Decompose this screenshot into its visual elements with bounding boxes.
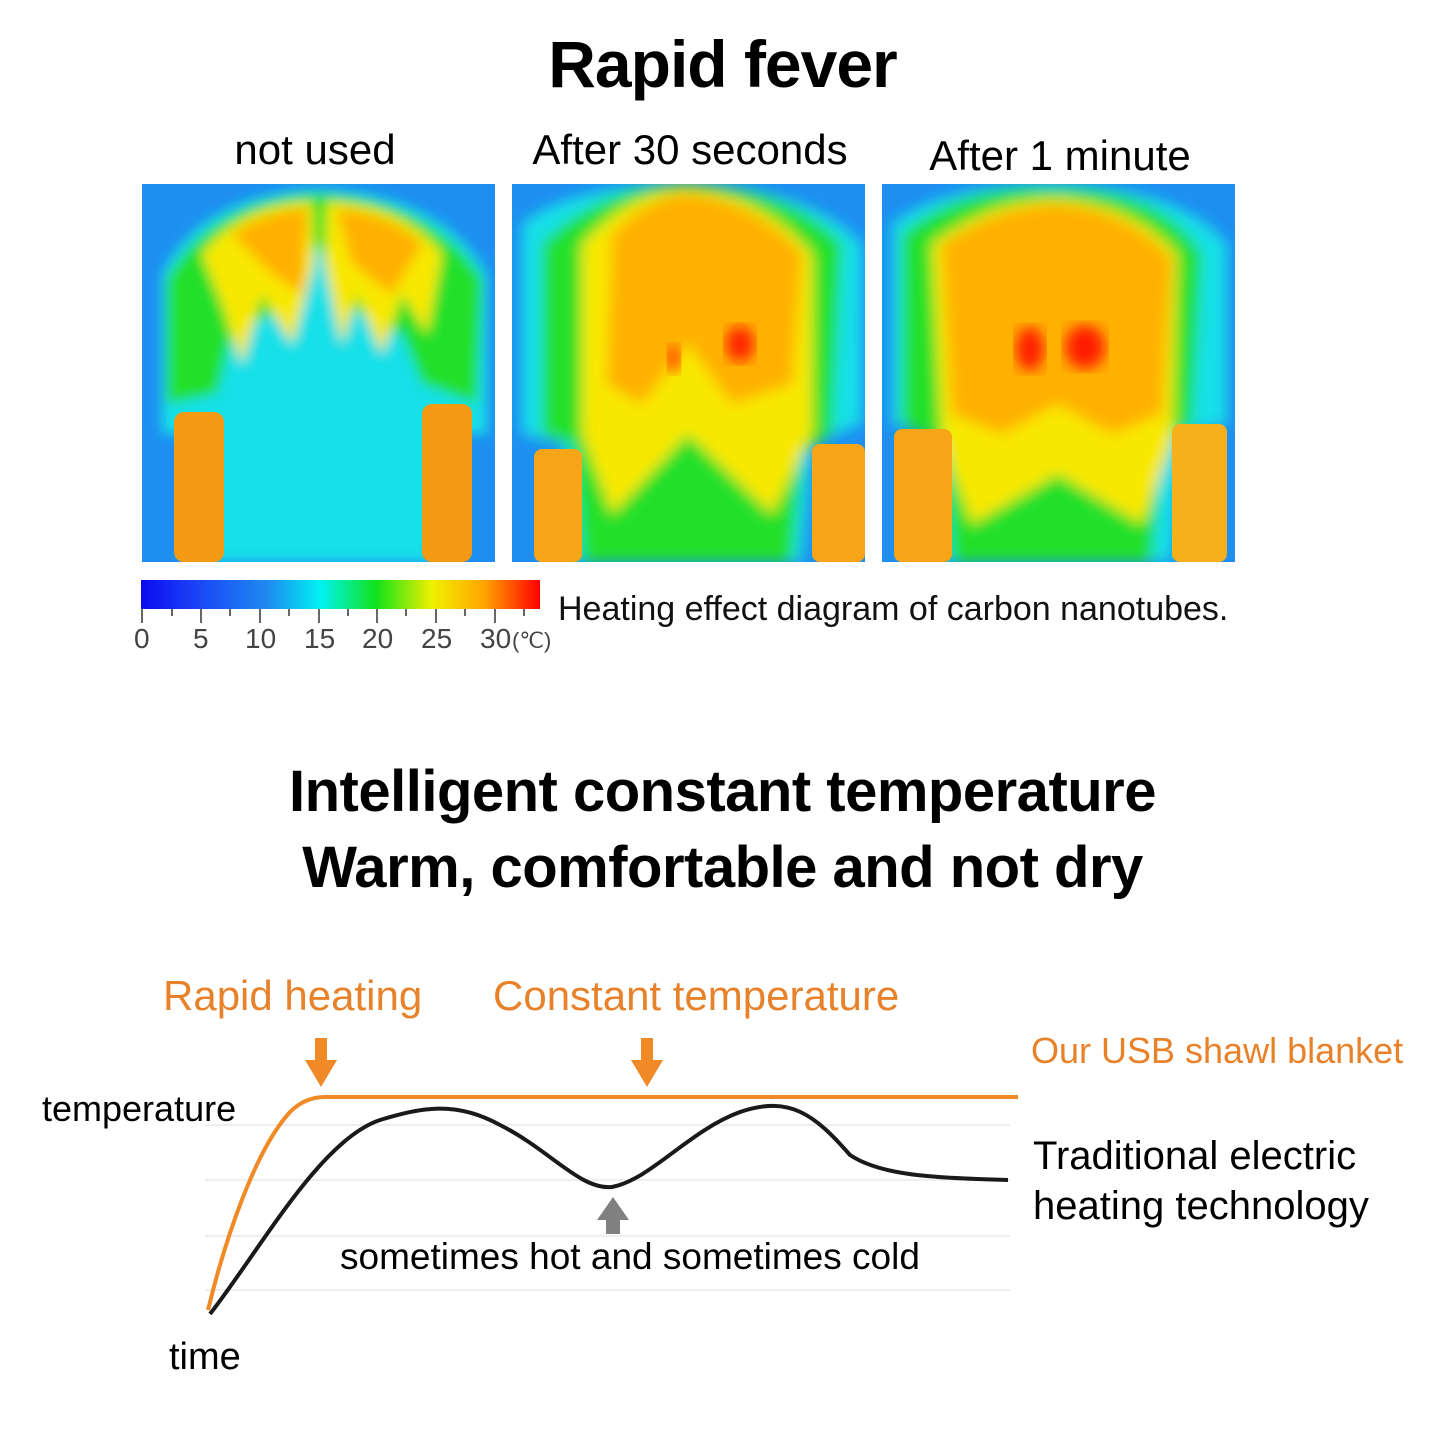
scale-label-30: 30 [480,623,512,654]
thermal-image-30-seconds [512,184,865,562]
panel-caption-1min: After 1 minute [929,132,1191,179]
scale-label-20: 20 [362,623,394,654]
constant-temp-subtitle: Warm, comfortable and not dry [302,835,1143,900]
scale-label-25: 25 [421,623,453,654]
fluctuation-arrow-icon [597,1197,629,1234]
scale-label-10: 10 [245,623,277,654]
panel-caption-not-used: not used [234,126,396,173]
rapid-heating-arrow-icon [305,1038,337,1087]
y-axis-label: temperature [42,1088,237,1129]
scale-label-0: 0 [134,623,150,654]
constant-temp-title: Intelligent constant temperature [288,759,1157,824]
series-label-traditional-1: Traditional electric [1033,1134,1357,1178]
thermal-image-1-minute [882,184,1235,562]
x-axis-label: time [169,1336,241,1378]
series-line-traditional [208,1103,1009,1316]
temperature-color-scale [141,580,540,609]
thermal-image-not-used [142,184,495,562]
series-label-traditional-2: heating technology [1033,1184,1369,1228]
phase-label-constant-temperature: Constant temperature [493,972,900,1019]
scale-label-5: 5 [193,623,209,654]
fluctuation-annotation: sometimes hot and sometimes cold [340,1236,920,1277]
scale-label-15: 15 [304,623,336,654]
legend-description: Heating effect diagram of carbon nanotub… [558,590,1229,628]
constant-temp-arrow-icon [631,1038,663,1087]
rapid-fever-title: Rapid fever [548,27,897,101]
phase-label-rapid-heating: Rapid heating [163,972,423,1019]
panel-caption-30s: After 30 seconds [532,126,848,173]
temperature-chart [205,1038,1018,1316]
series-label-our-blanket: Our USB shawl blanket [1031,1030,1404,1071]
series-line-our-blanket [206,1095,1018,1311]
scale-unit: (℃) [512,628,552,653]
color-scale-ticks [141,609,525,623]
